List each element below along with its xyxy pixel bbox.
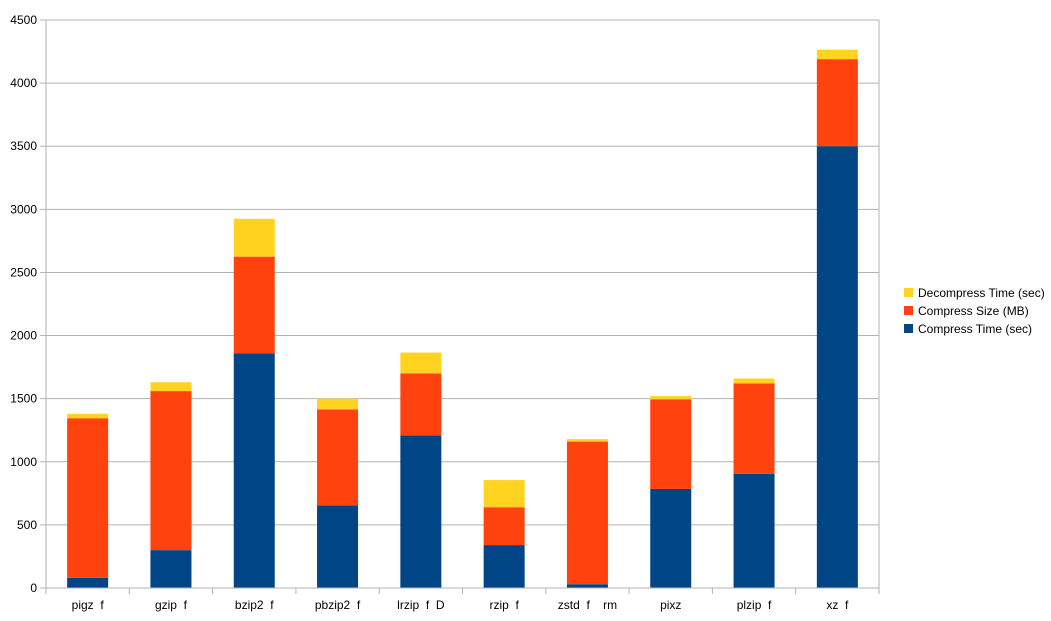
x-tick-label: lrzip f D: [397, 598, 445, 612]
x-tick-label: plzip f: [737, 598, 772, 612]
x-axis-ticks: pigz f gzip f bzip2 f pbzip2 f lrzip f D rzip…: [45, 588, 880, 612]
bar-1-2: [233, 256, 275, 354]
bar-1-7: [650, 399, 692, 489]
bars: [67, 49, 858, 588]
legend-label-2: Decompress Time (sec): [918, 286, 1045, 300]
bar-2-2: [233, 218, 275, 257]
bar-0-0: [67, 577, 109, 588]
bar-0-5: [483, 545, 525, 588]
bar-2-4: [400, 352, 442, 374]
bar-0-4: [400, 435, 442, 588]
x-tick-label: pbzip2 f: [315, 598, 361, 612]
bar-0-6: [566, 584, 608, 588]
legend-label-0: Compress Time (sec): [918, 322, 1032, 336]
bar-1-8: [733, 383, 775, 474]
bar-2-5: [483, 480, 525, 508]
legend-swatch-0: [904, 324, 913, 333]
bar-1-9: [816, 59, 858, 147]
x-tick-label: xz f: [826, 598, 849, 612]
bar-2-3: [317, 398, 359, 410]
bar-2-1: [150, 382, 192, 392]
bar-1-3: [317, 409, 359, 506]
bar-1-5: [483, 507, 525, 546]
bar-1-4: [400, 373, 442, 436]
bar-0-8: [733, 473, 775, 588]
x-tick-label: rzip f: [489, 598, 519, 612]
x-tick-label: bzip2 f: [235, 598, 274, 612]
bar-2-9: [816, 49, 858, 60]
bar-0-3: [317, 505, 359, 588]
y-tick-label: 0: [30, 581, 37, 595]
bar-1-1: [150, 391, 192, 551]
x-tick-label: zstd f rm: [558, 598, 617, 612]
bar-1-6: [566, 441, 608, 585]
y-tick-label: 4000: [10, 76, 37, 90]
bar-0-1: [150, 550, 192, 588]
x-tick-label: pixz: [660, 598, 681, 612]
y-tick-label: 4500: [10, 13, 37, 27]
bar-2-8: [733, 378, 775, 384]
y-tick-label: 3500: [10, 139, 37, 153]
x-tick-label: gzip f: [155, 598, 188, 612]
bar-2-7: [650, 396, 692, 400]
y-tick-label: 500: [17, 518, 37, 532]
bar-2-0: [67, 413, 109, 419]
legend-swatch-1: [904, 306, 913, 315]
bar-1-0: [67, 418, 109, 578]
legend: Decompress Time (sec) Compress Size (MB) C…: [904, 286, 1045, 336]
bar-0-7: [650, 488, 692, 588]
legend-swatch-2: [904, 288, 913, 297]
y-tick-label: 2000: [10, 329, 37, 343]
y-axis-ticks: 0 500 1000 1500 2000 2500 3000 3500 4000 4500: [10, 13, 37, 595]
y-tick-label: 2500: [10, 265, 37, 279]
y-tick-label: 3000: [10, 202, 37, 216]
legend-label-1: Compress Size (MB): [918, 304, 1029, 318]
bar-0-2: [233, 353, 275, 588]
y-tick-label: 1500: [10, 392, 37, 406]
bar-2-6: [566, 439, 608, 442]
bar-0-9: [816, 146, 858, 588]
y-tick-label: 1000: [10, 455, 37, 469]
x-tick-label: pigz f: [72, 598, 105, 612]
